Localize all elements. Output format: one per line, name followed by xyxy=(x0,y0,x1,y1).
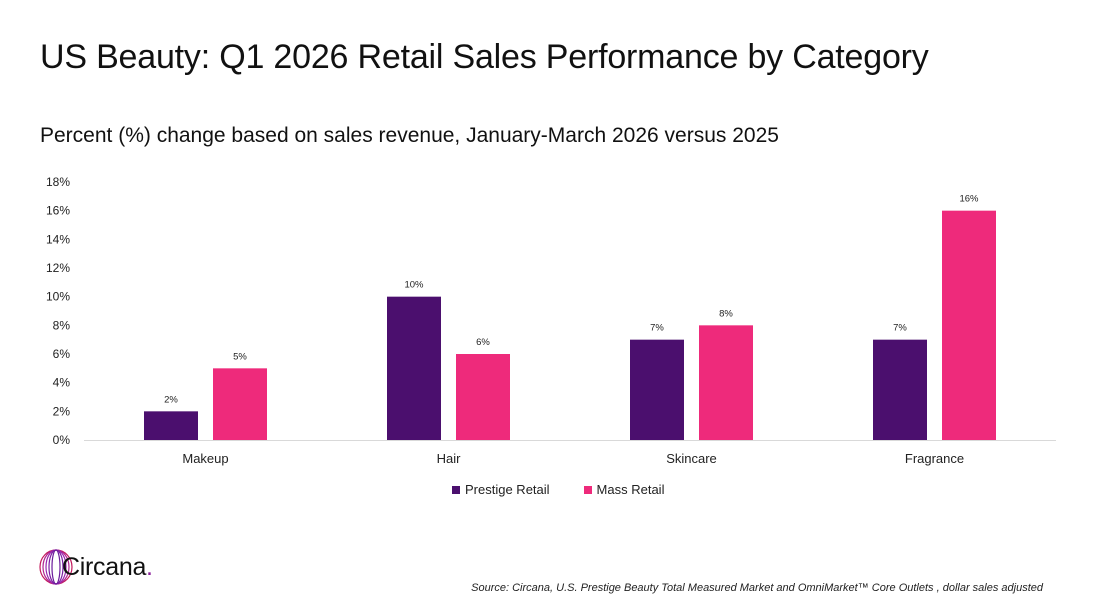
legend-item-mass: Mass Retail xyxy=(583,482,665,497)
bar-mass-fragrance xyxy=(942,210,996,440)
data-label: 7% xyxy=(893,323,907,334)
chart-subtitle: Percent (%) change based on sales revenu… xyxy=(40,124,779,147)
legend-label-mass: Mass Retail xyxy=(596,482,665,497)
bar-prestige-skincare xyxy=(630,339,684,440)
y-tick-label: 4% xyxy=(53,376,71,390)
y-tick-label: 14% xyxy=(46,232,70,246)
logo-wordmark: Circana. xyxy=(62,552,153,581)
bar-mass-hair xyxy=(456,354,510,440)
bar-prestige-hair xyxy=(387,296,441,440)
y-tick-label: 12% xyxy=(46,261,70,275)
y-tick-label: 18% xyxy=(46,175,70,189)
y-tick-label: 10% xyxy=(46,290,70,304)
y-tick-label: 6% xyxy=(53,347,71,361)
circana-logo: Circana. xyxy=(38,548,153,586)
x-tick-label: Skincare xyxy=(666,451,717,466)
legend: Prestige Retail Mass Retail xyxy=(452,482,664,497)
x-tick-label: Hair xyxy=(437,451,462,466)
bar-prestige-fragrance xyxy=(873,339,927,440)
legend-label-prestige: Prestige Retail xyxy=(465,482,550,497)
y-tick-label: 0% xyxy=(53,433,71,447)
circana-logo-icon xyxy=(39,549,73,585)
y-tick-label: 2% xyxy=(53,404,71,418)
legend-item-prestige: Prestige Retail xyxy=(452,482,550,497)
bar-prestige-makeup xyxy=(144,411,198,440)
y-tick-label: 8% xyxy=(53,318,71,332)
legend-swatch-mass xyxy=(583,485,592,494)
bar-mass-makeup xyxy=(213,368,267,440)
legend-swatch-prestige xyxy=(452,485,460,494)
data-label: 2% xyxy=(164,394,178,405)
data-label: 8% xyxy=(719,308,733,319)
data-label: 10% xyxy=(404,280,424,291)
x-tick-label: Makeup xyxy=(182,451,228,466)
data-label: 16% xyxy=(959,194,979,205)
data-label: 5% xyxy=(233,351,247,362)
chart-title: US Beauty: Q1 2026 Retail Sales Performa… xyxy=(40,38,929,76)
bar-mass-skincare xyxy=(699,325,753,440)
data-label: 7% xyxy=(650,323,664,334)
data-label: 6% xyxy=(476,337,490,348)
y-tick-label: 16% xyxy=(46,204,70,218)
x-tick-label: Fragrance xyxy=(905,451,964,466)
source-note: Source: Circana, U.S. Prestige Beauty To… xyxy=(471,582,1043,594)
